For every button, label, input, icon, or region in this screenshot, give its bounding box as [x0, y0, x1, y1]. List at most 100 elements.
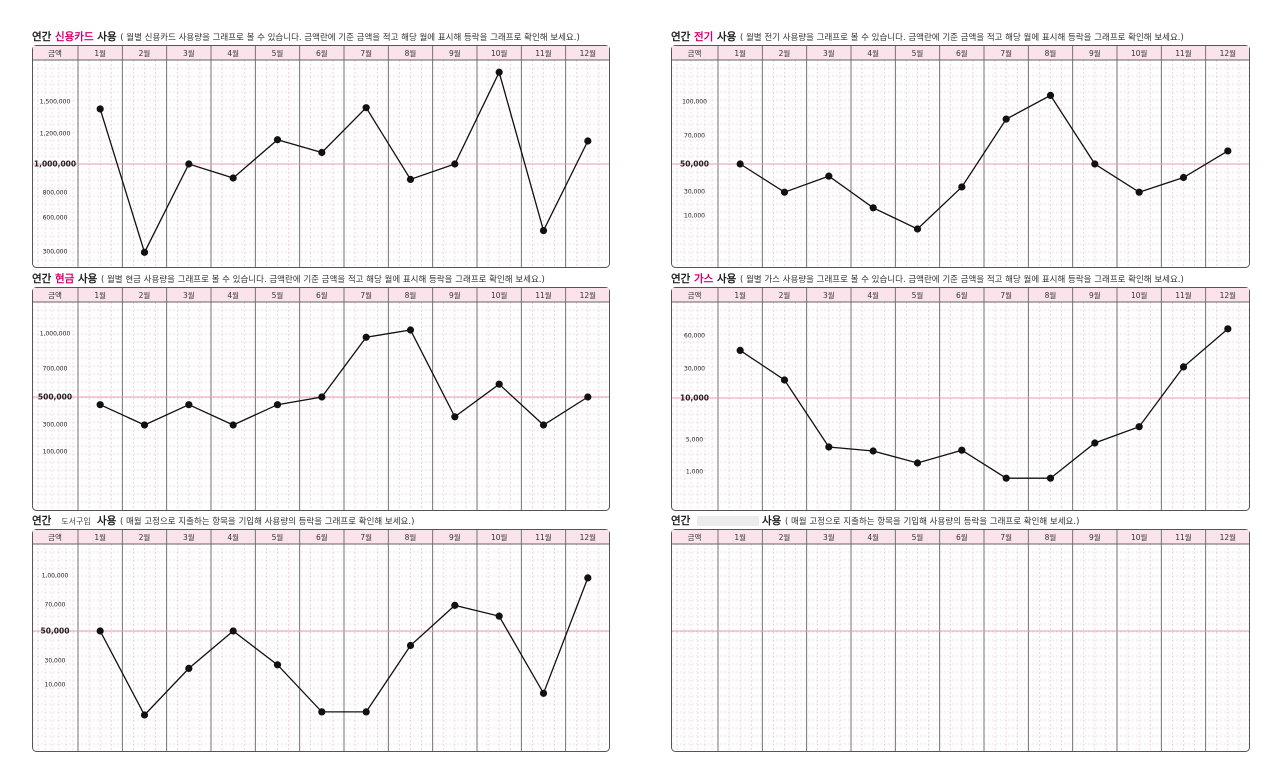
y-tick-label: 1,500,000	[40, 99, 71, 106]
chart-frame	[32, 529, 610, 752]
month-label: 2월	[139, 48, 151, 58]
data-point	[913, 225, 922, 233]
series-line	[99, 329, 589, 426]
month-label: 1월	[734, 532, 746, 542]
data-point	[96, 105, 104, 113]
data-point	[1224, 147, 1232, 155]
title-suffix: 사용	[716, 31, 740, 43]
month-label: 2월	[139, 532, 151, 542]
title-description: ( 매월 고정으로 지출하는 항목을 기입해 사용량의 등락을 그래프로 확인해…	[119, 517, 415, 527]
data-point	[495, 380, 503, 388]
y-tick-label: 100,000	[682, 99, 707, 106]
y-tick-label: 300,000	[43, 249, 68, 256]
data-point	[913, 459, 922, 467]
month-label: 9월	[449, 48, 461, 58]
panel-title: 연간 전기 사용 ( 월별 전기 사용량을 그래프로 볼 수 있습니다. 금액란…	[671, 29, 1184, 45]
y-tick-label: 1,000	[686, 469, 703, 476]
data-point	[1179, 173, 1188, 182]
header-band	[33, 46, 609, 60]
data-point	[140, 711, 149, 719]
electricity-panel: 연간 전기 사용 ( 월별 전기 사용량을 그래프로 볼 수 있습니다. 금액란…	[671, 29, 1250, 269]
data-point	[584, 137, 592, 145]
chart-svg: 금액 1월 2월 3월 4월 5월 6월 7월 8월 9월 10월 11월 12월 1,00,000 70,…	[32, 529, 610, 752]
month-label: 9월	[449, 532, 461, 542]
y-tick-label: 100,000	[43, 449, 68, 456]
month-label: 12월	[580, 290, 597, 300]
data-point	[406, 641, 415, 650]
header-band	[672, 530, 1249, 544]
month-label: 12월	[1220, 48, 1237, 58]
title-prefix: 연간	[32, 31, 55, 43]
data-point	[406, 326, 415, 334]
month-label: 8월	[1045, 532, 1057, 542]
month-label: 1월	[94, 532, 106, 542]
month-dividers	[77, 530, 567, 751]
month-label: 12월	[1220, 290, 1237, 300]
month-label: 6월	[316, 532, 328, 542]
month-label: 5월	[912, 48, 924, 58]
month-dividers	[77, 288, 567, 510]
title-description: ( 매월 고정으로 지출하는 항목을 기입해 사용량의 등락을 그래프로 확인해…	[784, 517, 1080, 527]
y-tick-label: 5,000	[686, 437, 703, 444]
title-suffix: 사용	[96, 515, 120, 527]
y-tick-label: 1,200,000	[40, 131, 71, 138]
chart-frame	[671, 287, 1250, 511]
data-point	[584, 393, 592, 401]
header-amount-label: 금액	[48, 532, 62, 542]
y-tick-label: 800,000	[43, 190, 68, 197]
y-tick-label: 10,000	[684, 213, 705, 220]
data-point	[96, 401, 104, 409]
month-label: 8월	[1045, 290, 1057, 300]
data-point	[539, 421, 548, 429]
month-dividers	[717, 530, 1207, 751]
cash-panel: 연간 현금 사용 ( 월별 현금 사용량을 그래프로 볼 수 있습니다. 금액란…	[32, 271, 610, 512]
data-point	[362, 333, 370, 341]
header-amount-label: 금액	[688, 532, 702, 542]
title-description: ( 월별 가스 사용량을 그래프로 볼 수 있습니다. 금액란에 기준 금액을 …	[739, 275, 1184, 285]
y-tick-label: 50,000	[41, 627, 70, 636]
header-band	[672, 46, 1249, 60]
month-label: 1월	[734, 290, 746, 300]
title-prefix: 연간	[32, 273, 55, 285]
chart-frame	[671, 529, 1250, 752]
data-point	[318, 708, 326, 716]
month-label: 4월	[867, 532, 879, 542]
month-label: 5월	[912, 532, 924, 542]
title-highlight: 현금	[54, 273, 78, 285]
series-line	[99, 70, 589, 255]
data-point	[539, 689, 548, 697]
data-point	[1002, 115, 1010, 123]
month-label: 4월	[227, 532, 239, 542]
data-point	[1135, 188, 1143, 196]
y-tick-label: 70,000	[45, 602, 66, 609]
y-tick-label: 30,000	[684, 189, 705, 196]
title-highlight: 신용카드	[54, 31, 98, 43]
month-label: 5월	[272, 48, 284, 58]
panel-title: 연간 가스 사용 ( 월별 가스 사용량을 그래프로 볼 수 있습니다. 금액란…	[671, 271, 1184, 287]
title-suffix: 사용	[77, 273, 101, 285]
title-blank-field[interactable]	[696, 516, 759, 526]
data-point	[1224, 325, 1232, 333]
data-point	[780, 188, 789, 196]
header-amount-label: 금액	[48, 48, 62, 58]
month-label: 3월	[183, 290, 195, 300]
data-point	[185, 401, 193, 409]
y-tick-label: 700,000	[43, 366, 68, 373]
month-label: 9월	[449, 290, 461, 300]
y-tick-label: 600,000	[43, 215, 68, 222]
month-label: 8월	[405, 48, 417, 58]
series-line	[739, 328, 1229, 479]
data-point	[1002, 474, 1010, 482]
panel-title: 연간 사용 ( 매월 고정으로 지출하는 항목을 기입해 사용량의 등락을 그래…	[671, 513, 1079, 529]
data-point	[273, 401, 282, 409]
panel-title: 연간 신용카드 사용 ( 월별 신용카드 사용량을 그래프로 볼 수 있습니다.…	[32, 29, 580, 45]
panel-title: 연간 현금 사용 ( 월별 현금 사용량을 그래프로 볼 수 있습니다. 금액란…	[32, 271, 545, 287]
chart-svg: 금액 1월 2월 3월 4월 5월 6월 7월 8월 9월 10월 11월 12월 1,500,000 1,…	[32, 45, 610, 268]
chart-svg: 금액 1월 2월 3월 4월 5월 6월 7월 8월 9월 10월 11월 12월	[671, 529, 1250, 752]
month-label: 1월	[94, 290, 106, 300]
month-label: 12월	[1220, 532, 1237, 542]
month-label: 5월	[272, 290, 284, 300]
month-label: 11월	[535, 48, 552, 58]
month-label: 3월	[823, 290, 835, 300]
data-point	[495, 612, 503, 620]
